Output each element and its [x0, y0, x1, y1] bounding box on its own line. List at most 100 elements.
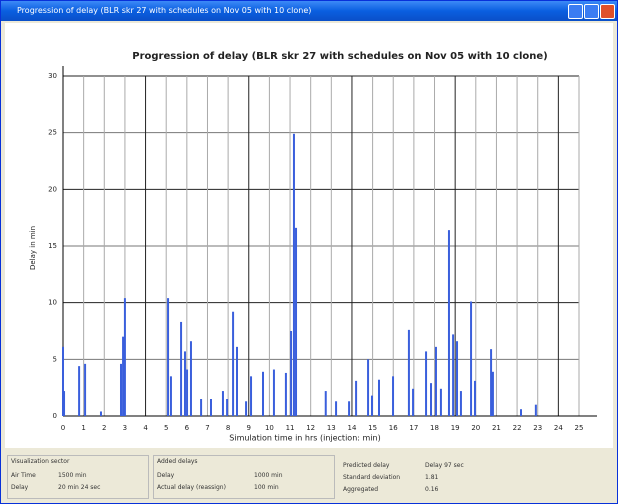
info-key: Standard deviation	[343, 474, 401, 481]
x-tick-label: 25	[575, 424, 584, 432]
x-tick-label: 6	[185, 424, 190, 432]
x-tick-label: 7	[205, 424, 209, 432]
x-tick-label: 17	[409, 424, 418, 432]
bar	[434, 346, 437, 416]
y-axis-label: Delay in min	[29, 226, 37, 270]
bar	[99, 411, 102, 416]
title-bar: Progression of delay (BLR skr 27 with sc…	[1, 1, 617, 21]
bar	[78, 366, 81, 416]
y-tick-label: 0	[53, 412, 57, 420]
x-tick-label: 12	[306, 424, 315, 432]
bar	[534, 404, 537, 416]
info-value: 1000 min	[254, 472, 283, 479]
close-button[interactable]	[600, 4, 615, 19]
x-tick-label: 8	[226, 424, 230, 432]
bar	[123, 298, 126, 416]
x-tick-label: 21	[492, 424, 501, 432]
bar	[122, 336, 125, 416]
bar	[370, 395, 373, 416]
x-tick-label: 19	[451, 424, 460, 432]
bar	[367, 359, 370, 416]
bar	[186, 369, 189, 416]
info-value: Delay 97 sec	[425, 462, 464, 469]
info-value: 1.81	[425, 474, 439, 481]
x-tick-label: 9	[247, 424, 251, 432]
info-key: Aggregated	[343, 486, 379, 493]
bar	[295, 227, 298, 416]
chart-area: Progression of delay (BLR skr 27 with sc…	[5, 23, 613, 448]
maximize-button[interactable]	[584, 4, 599, 19]
x-tick-label: 13	[327, 424, 336, 432]
panel-title: Added delays	[157, 458, 198, 465]
y-tick-label: 5	[53, 355, 57, 363]
info-key: Air Time	[11, 472, 36, 479]
bar	[183, 351, 186, 416]
bar	[169, 376, 172, 416]
stats-panel: Predicted delay Delay 97 sec Standard de…	[339, 455, 481, 499]
bar	[235, 346, 238, 416]
bar	[439, 388, 442, 416]
bar	[272, 369, 275, 416]
bar	[119, 363, 122, 416]
info-value: 1500 min	[58, 472, 87, 479]
bar	[377, 379, 380, 416]
info-value: 20 min 24 sec	[58, 484, 101, 491]
info-panel: Visualization sector Air Time 1500 min D…	[5, 453, 613, 501]
bar	[200, 399, 203, 416]
bar	[324, 391, 327, 416]
info-key: Delay	[11, 484, 29, 491]
bar	[262, 371, 265, 416]
window-title: Progression of delay (BLR skr 27 with sc…	[17, 6, 312, 15]
delay-panel: Added delays Delay 1000 min Actual delay…	[153, 455, 335, 499]
bar	[209, 399, 212, 416]
x-tick-label: 15	[368, 424, 377, 432]
info-key: Delay	[157, 472, 175, 479]
bar	[335, 401, 338, 416]
bar	[452, 334, 455, 416]
bar	[189, 341, 192, 416]
x-tick-label: 22	[513, 424, 522, 432]
x-tick-label: 3	[123, 424, 127, 432]
bar	[425, 351, 428, 416]
info-value: 0.16	[425, 486, 439, 493]
bar	[392, 376, 395, 416]
bar	[63, 391, 66, 416]
bar	[167, 298, 170, 416]
y-tick-label: 10	[48, 299, 57, 307]
bar	[447, 230, 450, 416]
x-tick-label: 16	[389, 424, 398, 432]
chart: Progression of delay (BLR skr 27 with sc…	[29, 51, 597, 443]
x-tick-label: 4	[143, 424, 148, 432]
x-tick-label: 14	[347, 424, 356, 432]
x-tick-label: 23	[533, 424, 542, 432]
x-tick-label: 18	[430, 424, 439, 432]
bar	[245, 401, 248, 416]
x-tick-label: 20	[471, 424, 480, 432]
x-tick-label: 5	[164, 424, 168, 432]
x-tick-label: 1	[81, 424, 85, 432]
bar	[84, 363, 87, 416]
bar	[412, 388, 415, 416]
x-tick-label: 2	[102, 424, 106, 432]
chart-title: Progression of delay (BLR skr 27 with sc…	[132, 51, 547, 62]
bar	[430, 383, 433, 416]
bar	[490, 349, 493, 416]
info-value: 100 min	[254, 484, 279, 491]
bar	[232, 311, 235, 416]
bar	[491, 371, 494, 416]
x-tick-label: 10	[265, 424, 274, 432]
minimize-button[interactable]	[568, 4, 583, 19]
bar	[470, 301, 473, 416]
panel-title: Visualization sector	[11, 458, 70, 465]
bar	[456, 341, 459, 416]
info-key: Actual delay (reassign)	[157, 484, 226, 491]
x-axis-label: Simulation time in hrs (injection: min)	[229, 434, 380, 443]
y-tick-label: 25	[48, 129, 57, 137]
bar	[284, 372, 287, 416]
bar	[250, 376, 253, 416]
y-tick-label: 30	[48, 72, 57, 80]
bar	[221, 391, 224, 416]
bar	[473, 380, 476, 416]
bar	[292, 133, 295, 417]
